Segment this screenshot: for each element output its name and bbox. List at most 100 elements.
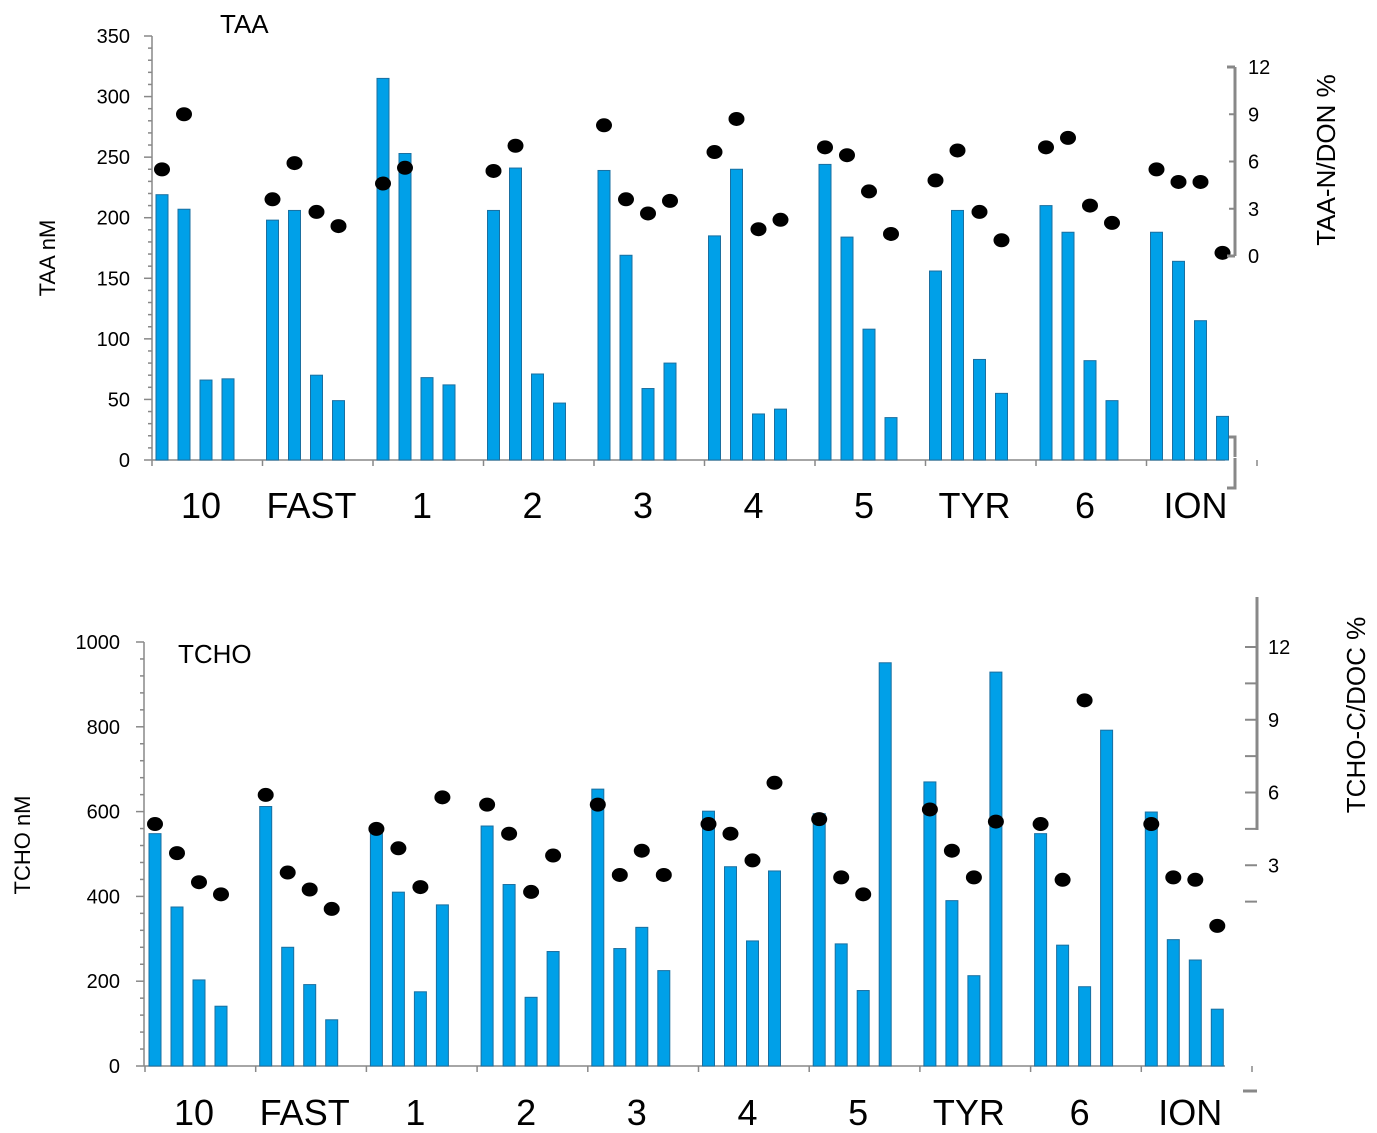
bar bbox=[1105, 400, 1119, 461]
dot bbox=[501, 826, 518, 841]
dot bbox=[811, 812, 828, 827]
bar bbox=[1172, 260, 1185, 461]
bar bbox=[702, 810, 715, 1067]
x-category-label: 6 bbox=[1070, 1092, 1090, 1133]
bar bbox=[435, 904, 449, 1067]
dot bbox=[861, 184, 877, 199]
chart-title: TCHO bbox=[178, 639, 252, 669]
y-tick-label: 300 bbox=[97, 87, 130, 109]
bar bbox=[442, 384, 456, 461]
y2-tick-label: 12 bbox=[1268, 637, 1290, 659]
x-category-label: 2 bbox=[516, 1092, 536, 1133]
dot bbox=[1076, 693, 1093, 708]
bar bbox=[923, 781, 937, 1067]
bar bbox=[148, 833, 162, 1067]
bar bbox=[768, 870, 781, 1067]
dot bbox=[257, 787, 274, 802]
dot bbox=[772, 212, 789, 227]
bar bbox=[1034, 833, 1048, 1067]
bar bbox=[613, 948, 627, 1067]
bar bbox=[945, 900, 959, 1067]
dot bbox=[883, 226, 899, 241]
dot bbox=[523, 884, 540, 899]
dot bbox=[412, 880, 429, 895]
bar bbox=[192, 979, 206, 1067]
bar bbox=[834, 943, 848, 1067]
bar bbox=[989, 671, 1003, 1067]
bar bbox=[812, 813, 826, 1067]
bar bbox=[303, 984, 317, 1067]
bar bbox=[288, 209, 301, 461]
y-tick-label: 0 bbox=[119, 450, 130, 472]
dot bbox=[927, 173, 944, 188]
y2-tick-label: 9 bbox=[1248, 104, 1259, 126]
x-category-label: 5 bbox=[854, 485, 874, 526]
x-category-label: 4 bbox=[743, 485, 763, 526]
bar bbox=[1194, 320, 1207, 461]
y-axis-title: TCHO nM bbox=[10, 796, 35, 895]
dot bbox=[1032, 817, 1049, 832]
dot bbox=[640, 206, 656, 221]
bar bbox=[878, 662, 892, 1067]
y2-tick-label: 3 bbox=[1268, 855, 1279, 877]
bar bbox=[929, 270, 942, 461]
dot bbox=[1170, 174, 1187, 189]
dot bbox=[728, 111, 745, 126]
y2-tick-label: 0 bbox=[1248, 246, 1259, 268]
dot bbox=[949, 143, 966, 158]
x-category-label: 1 bbox=[405, 1092, 425, 1133]
bar bbox=[995, 392, 1008, 461]
bar bbox=[1216, 415, 1229, 461]
dot bbox=[766, 775, 783, 790]
y-tick-label: 100 bbox=[97, 329, 130, 351]
bar bbox=[1083, 360, 1097, 461]
dot bbox=[662, 193, 678, 208]
bar bbox=[413, 991, 427, 1067]
x-category-label: 10 bbox=[181, 485, 221, 526]
bar bbox=[199, 379, 213, 461]
dot bbox=[1148, 162, 1165, 177]
y-tick-label: 350 bbox=[97, 26, 130, 48]
dot bbox=[507, 138, 524, 153]
bar bbox=[546, 951, 560, 1067]
dot bbox=[434, 790, 451, 805]
dot bbox=[286, 156, 303, 171]
bar bbox=[840, 236, 854, 461]
y2-axis-break bbox=[1227, 458, 1237, 490]
dot bbox=[147, 817, 163, 832]
dot bbox=[993, 233, 1010, 248]
x-category-label: TYR bbox=[933, 1092, 1005, 1133]
dot bbox=[1082, 198, 1098, 213]
dot bbox=[589, 797, 606, 812]
y2-tick-label: 6 bbox=[1268, 783, 1279, 805]
bar bbox=[597, 169, 611, 461]
bar bbox=[391, 891, 405, 1067]
x-category-label: FAST bbox=[266, 485, 356, 526]
bar bbox=[746, 940, 759, 1067]
x-category-label: 10 bbox=[174, 1092, 214, 1133]
bar bbox=[221, 378, 235, 461]
dot bbox=[1060, 130, 1076, 145]
dot bbox=[971, 204, 988, 219]
bar bbox=[502, 884, 516, 1067]
dot bbox=[722, 826, 739, 841]
bar bbox=[398, 153, 412, 461]
dot bbox=[191, 875, 207, 890]
bar bbox=[1144, 811, 1158, 1067]
dot bbox=[618, 192, 634, 207]
y-tick-label: 0 bbox=[109, 1056, 120, 1078]
dot bbox=[1143, 817, 1160, 832]
y-tick-label: 400 bbox=[87, 886, 120, 908]
dot bbox=[839, 148, 855, 163]
x-category-label: 1 bbox=[412, 485, 432, 526]
dot bbox=[485, 163, 502, 178]
dot bbox=[1192, 174, 1209, 189]
dot bbox=[943, 843, 960, 858]
bar bbox=[214, 1005, 228, 1067]
bar bbox=[420, 377, 434, 461]
bar bbox=[266, 219, 279, 461]
y2-axis-break bbox=[1229, 435, 1237, 457]
bar bbox=[531, 373, 544, 461]
x-category-label: 2 bbox=[522, 485, 542, 526]
